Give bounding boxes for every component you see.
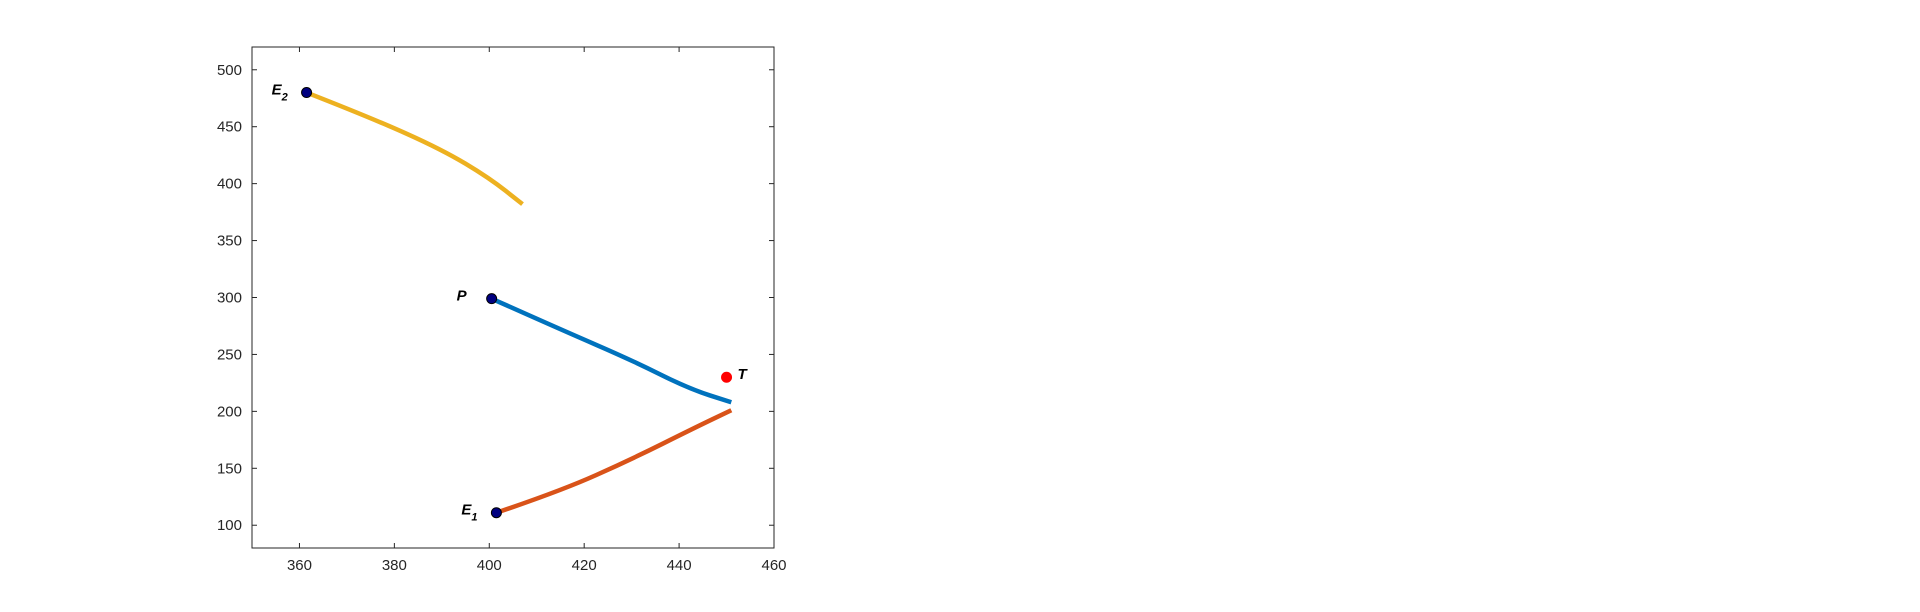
point-label-main: P — [457, 288, 468, 305]
point-label-main: E — [461, 502, 472, 519]
series-line-orange — [495, 408, 733, 515]
y-tick-label: 250 — [217, 346, 242, 363]
point-label-E1: E1 — [461, 502, 477, 524]
point-marker-E1 — [490, 507, 502, 519]
y-tick-label: 100 — [217, 517, 242, 534]
series-layer — [305, 90, 733, 515]
y-tick-label: 500 — [217, 62, 242, 79]
point-label-T: T — [738, 366, 749, 383]
point-label-subscript: 2 — [281, 92, 288, 104]
x-axis: 360 380 400 420 440 460 — [287, 47, 787, 574]
series-line-yellow — [305, 90, 524, 206]
point-marker-E2 — [301, 87, 313, 99]
point-label-main: T — [738, 366, 749, 383]
y-tick-label: 150 — [217, 460, 242, 477]
x-tick-label: 400 — [477, 557, 502, 574]
series-line-blue — [490, 296, 732, 405]
point-label-P: P — [457, 288, 468, 305]
y-axis: 100 150 200 250 300 350 400 450 500 — [217, 62, 774, 534]
y-tick-label: 400 — [217, 176, 242, 193]
point-marker-P — [486, 293, 498, 305]
point-label-main: E — [272, 82, 283, 99]
point-label-E2: E2 — [272, 82, 288, 104]
point-marker-T — [721, 371, 733, 383]
plot-area — [251, 46, 775, 549]
y-tick-label: 300 — [217, 290, 242, 307]
y-tick-label: 450 — [217, 119, 242, 136]
x-tick-label: 420 — [572, 557, 597, 574]
y-tick-label: 350 — [217, 233, 242, 250]
x-tick-label: 360 — [287, 557, 312, 574]
point-label-subscript: 1 — [471, 512, 477, 524]
y-tick-label: 200 — [217, 403, 242, 420]
x-tick-label: 380 — [382, 557, 407, 574]
x-tick-label: 440 — [667, 557, 692, 574]
x-tick-label: 460 — [761, 557, 786, 574]
